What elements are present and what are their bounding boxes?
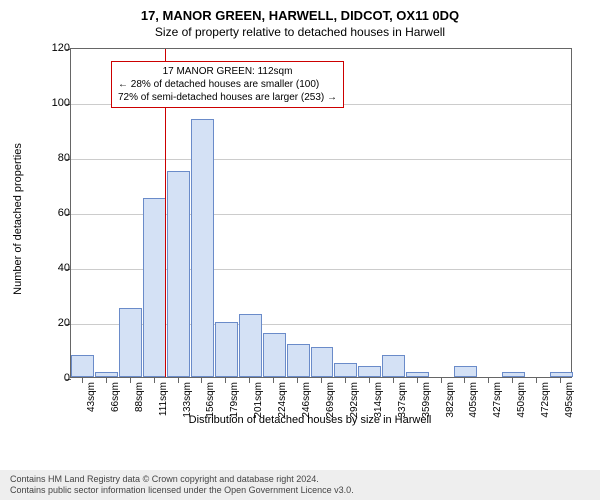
ytick-label: 0 <box>40 372 70 384</box>
footer: Contains HM Land Registry data © Crown c… <box>0 470 600 500</box>
xtick-label: 472sqm <box>540 382 551 418</box>
subtitle: Size of property relative to detached ho… <box>0 25 600 39</box>
histogram-bar <box>406 372 429 378</box>
xtick-label: 405sqm <box>468 382 479 418</box>
chart-container: Number of detached properties 17 MANOR G… <box>40 48 580 428</box>
histogram-bar <box>502 372 525 378</box>
annotation-line-3: 72% of semi-detached houses are larger (… <box>118 91 337 104</box>
histogram-bar <box>287 344 310 377</box>
xtick-mark <box>512 378 513 383</box>
xtick-label: 314sqm <box>373 382 384 418</box>
xtick-label: 269sqm <box>325 382 336 418</box>
footer-line-1: Contains HM Land Registry data © Crown c… <box>10 474 590 485</box>
xtick-mark <box>178 378 179 383</box>
ytick-label: 80 <box>40 152 70 164</box>
xtick-label: 359sqm <box>421 382 432 418</box>
xtick-label: 179sqm <box>229 382 240 418</box>
xtick-mark <box>369 378 370 383</box>
xtick-mark <box>393 378 394 383</box>
address-title: 17, MANOR GREEN, HARWELL, DIDCOT, OX11 0… <box>0 8 600 23</box>
xtick-mark <box>201 378 202 383</box>
histogram-bar <box>71 355 94 377</box>
xtick-label: 292sqm <box>349 382 360 418</box>
histogram-bar <box>215 322 238 377</box>
histogram-bar <box>454 366 477 377</box>
xtick-mark <box>273 378 274 383</box>
xtick-mark <box>297 378 298 383</box>
histogram-bar <box>143 198 166 377</box>
xtick-mark <box>464 378 465 383</box>
xtick-mark <box>82 378 83 383</box>
histogram-bar <box>167 171 190 377</box>
annotation-box: 17 MANOR GREEN: 112sqm ← 28% of detached… <box>111 61 344 108</box>
ytick-label: 120 <box>40 42 70 54</box>
xtick-mark <box>130 378 131 383</box>
xtick-mark <box>225 378 226 383</box>
title-block: 17, MANOR GREEN, HARWELL, DIDCOT, OX11 0… <box>0 0 600 39</box>
xtick-mark <box>154 378 155 383</box>
footer-line-2: Contains public sector information licen… <box>10 485 590 496</box>
xtick-mark <box>345 378 346 383</box>
xtick-label: 224sqm <box>277 382 288 418</box>
xtick-mark <box>536 378 537 383</box>
annotation-line-1: 17 MANOR GREEN: 112sqm <box>118 65 337 78</box>
histogram-bar <box>311 347 334 377</box>
ytick-label: 60 <box>40 207 70 219</box>
xtick-mark <box>488 378 489 383</box>
xtick-label: 201sqm <box>253 382 264 418</box>
ytick-label: 100 <box>40 97 70 109</box>
xtick-mark <box>441 378 442 383</box>
xtick-label: 111sqm <box>158 382 169 416</box>
xtick-label: 382sqm <box>445 382 456 418</box>
xtick-label: 156sqm <box>205 382 216 418</box>
histogram-bar <box>382 355 405 377</box>
xtick-mark <box>560 378 561 383</box>
histogram-bar <box>119 308 142 377</box>
xtick-mark <box>106 378 107 383</box>
xtick-label: 43sqm <box>86 382 97 412</box>
histogram-bar <box>191 119 214 378</box>
histogram-bar <box>550 372 573 378</box>
xtick-label: 66sqm <box>110 382 121 412</box>
histogram-bar <box>334 363 357 377</box>
xtick-label: 246sqm <box>301 382 312 418</box>
xtick-mark <box>321 378 322 383</box>
xtick-label: 427sqm <box>492 382 503 418</box>
histogram-bar <box>95 372 118 378</box>
histogram-bar <box>263 333 286 377</box>
grid-line <box>71 159 571 160</box>
xtick-label: 450sqm <box>516 382 527 418</box>
xtick-mark <box>249 378 250 383</box>
plot-area: 17 MANOR GREEN: 112sqm ← 28% of detached… <box>70 48 572 378</box>
annotation-line-2: ← 28% of detached houses are smaller (10… <box>118 78 337 91</box>
xtick-label: 337sqm <box>397 382 408 418</box>
xtick-label: 495sqm <box>564 382 575 418</box>
xtick-label: 133sqm <box>182 382 193 418</box>
histogram-bar <box>358 366 381 377</box>
histogram-bar <box>239 314 262 377</box>
xtick-mark <box>417 378 418 383</box>
xtick-label: 88sqm <box>134 382 145 412</box>
ytick-label: 40 <box>40 262 70 274</box>
ytick-label: 20 <box>40 317 70 329</box>
